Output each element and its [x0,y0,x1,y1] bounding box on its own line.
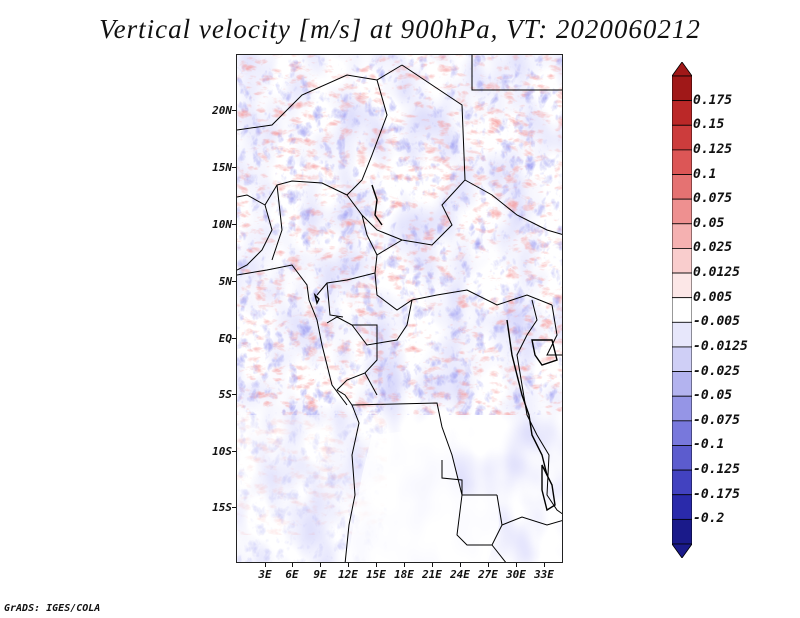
lat-tick [232,394,236,395]
lat-tick [232,451,236,452]
colorbar [672,62,692,558]
colorbar-label: 0.075 [693,191,733,207]
lon-tick [544,563,545,567]
lat-tick [232,110,236,111]
colorbar-swatch [672,518,692,545]
colorbar-swatch [672,494,692,520]
colorbar-label: -0.025 [693,363,740,379]
lon-tick [376,563,377,567]
lat-tick [232,281,236,282]
lat-label-20n: 20N [212,104,232,117]
lat-tick [232,224,236,225]
colorbar-label: 0.1 [693,166,717,182]
lon-tick [460,563,461,567]
colorbar-swatch [672,371,692,397]
lon-tick [265,563,266,567]
country-borders [237,55,562,562]
colorbar-label: 0.175 [693,92,733,108]
velocity-field [237,55,562,562]
colorbar-label: 0.005 [693,289,733,305]
footer-credit: GrADS: IGES/COLA [4,603,101,614]
lon-label-21e: 21E [422,568,442,581]
colorbar-swatch [672,272,692,299]
colorbar-swatch [672,198,692,225]
colorbar-label: 0.05 [693,215,725,231]
lat-label-15n: 15N [212,161,232,174]
lakes [313,184,558,512]
colorbar-swatch [672,100,692,126]
colorbar-label: -0.1 [693,437,725,453]
colorbar-swatch [672,420,692,446]
lon-tick [432,563,433,567]
colorbar-min-arrow [672,543,692,558]
colorbar-swatch [672,395,692,422]
lon-tick [348,563,349,567]
colorbar-swatch [672,297,692,323]
blue-field [237,55,562,415]
lon-tick [292,563,293,567]
lon-label-9e: 9E [313,568,327,581]
lon-label-33e: 33E [534,568,554,581]
lon-label-12e: 12E [338,568,358,581]
dry-region [347,427,499,562]
lat-label-5n: 5N [218,275,232,288]
lat-tick [232,167,236,168]
colorbar-label: 0.15 [693,117,725,133]
lon-tick [320,563,321,567]
lat-label-15s: 15S [212,501,232,514]
map-title: Vertical velocity [m/s] at 900hPa, VT: 2… [99,14,701,44]
colorbar-label: -0.125 [693,462,740,478]
lon-label-18e: 18E [394,568,414,581]
lon-tick [516,563,517,567]
velocity-map [236,54,563,563]
colorbar-swatch [672,223,692,249]
lon-tick [404,563,405,567]
coastline [237,264,348,406]
lon-label-30e: 30E [506,568,526,581]
colorbar-swatch [672,248,692,274]
colorbar-swatch [672,174,692,200]
lon-tick [488,563,489,567]
colorbar-label: -0.075 [693,412,740,428]
lon-label-6e: 6E [285,568,299,581]
colorbar-swatch [672,124,692,151]
colorbar-label: -0.05 [693,388,733,404]
lat-label-10s: 10S [212,445,232,458]
lon-label-27e: 27E [478,568,498,581]
colorbar-label: -0.2 [693,511,725,527]
colorbar-swatch [672,149,692,175]
lat-label-eq: EQ [218,332,232,345]
colorbar-label: 0.025 [693,240,733,256]
colorbar-swatch [672,469,692,496]
colorbar-label: -0.0125 [693,338,748,354]
lon-label-15e: 15E [366,568,386,581]
lat-tick [232,507,236,508]
colorbar-swatch [672,321,692,348]
lon-label-3e: 3E [258,568,272,581]
colorbar-label: 0.0125 [693,265,740,281]
colorbar-swatch [672,445,692,471]
colorbar-max-arrow [672,62,692,77]
colorbar-swatch [672,346,692,372]
lat-label-5s: 5S [218,388,232,401]
colorbar-swatch [672,75,692,102]
colorbar-label: -0.175 [693,486,740,502]
colorbar-label: 0.125 [693,141,733,157]
lat-label-10n: 10N [212,218,232,231]
lat-tick [232,338,236,339]
lon-label-24e: 24E [450,568,470,581]
colorbar-label: -0.005 [693,314,740,330]
